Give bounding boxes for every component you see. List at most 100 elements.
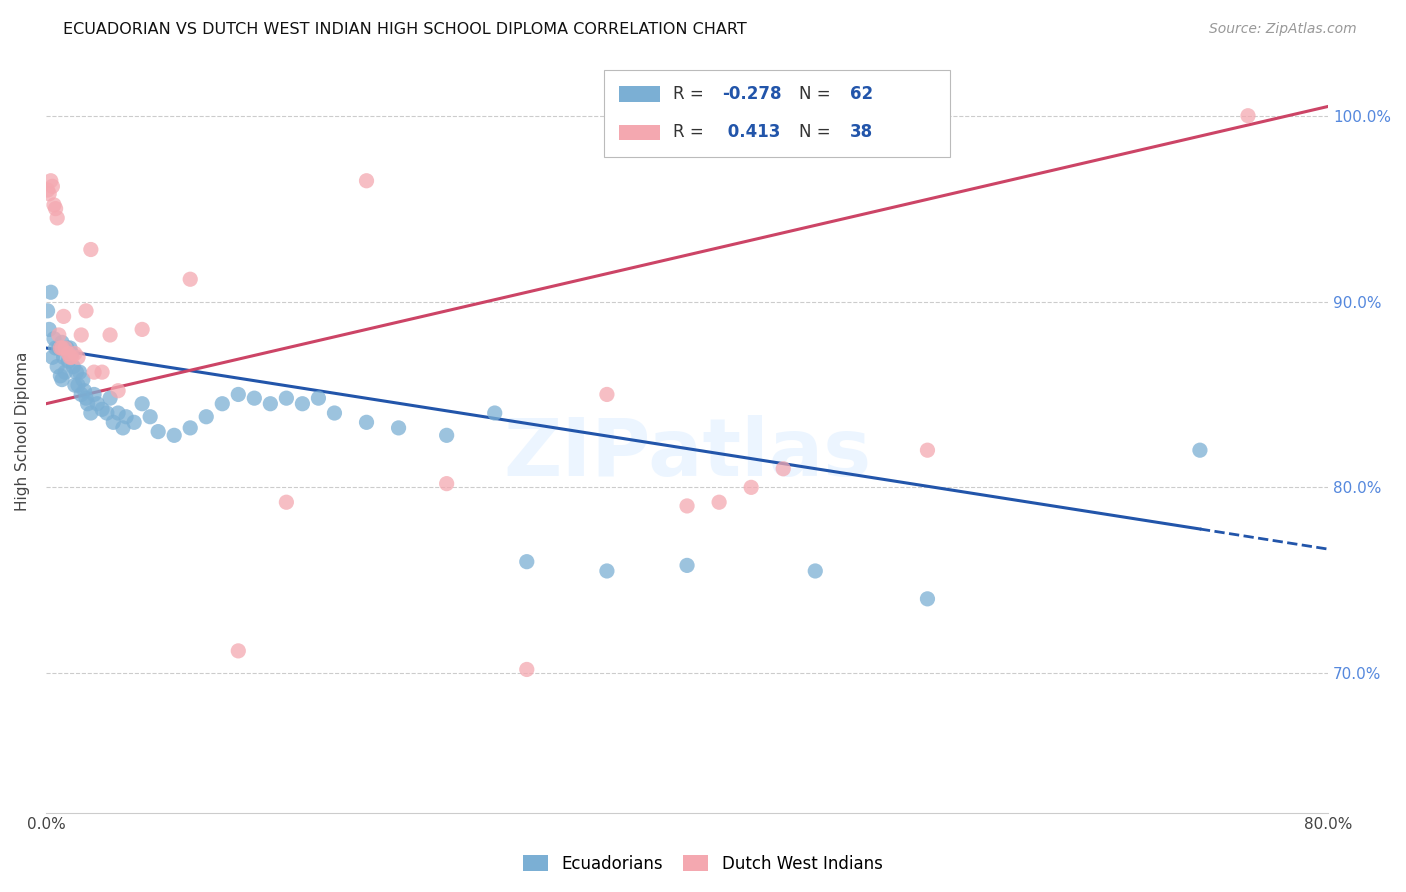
Point (52, 351, 75, 365)
Point (41, 351, 63, 365)
Point (72, 373, 94, 387)
FancyBboxPatch shape (619, 125, 661, 140)
Point (226, 387, 249, 401)
Point (163, 428, 186, 442)
Point (42, 332, 65, 346)
Point (60, 346, 83, 360)
Text: Source: ZipAtlas.com: Source: ZipAtlas.com (1209, 22, 1357, 37)
Point (39, 174, 62, 188)
Point (226, 644, 249, 658)
FancyBboxPatch shape (603, 70, 950, 157)
Point (53, 341, 76, 355)
Text: N =: N = (799, 123, 835, 141)
FancyBboxPatch shape (619, 87, 661, 102)
Point (195, 409, 218, 424)
Point (45, 341, 67, 355)
Point (37, 183, 59, 197)
Point (484, 406, 506, 420)
Point (41, 179, 63, 194)
Point (46, 359, 69, 374)
Point (91, 365, 114, 379)
Point (115, 409, 138, 424)
Point (1237, 109, 1260, 123)
Point (276, 495, 298, 509)
Point (48, 341, 70, 355)
Point (676, 558, 699, 573)
Point (243, 391, 266, 405)
Point (63, 378, 86, 392)
Text: 62: 62 (849, 85, 873, 103)
Text: ECUADORIAN VS DUTCH WEST INDIAN HIGH SCHOOL DIPLOMA CORRELATION CHART: ECUADORIAN VS DUTCH WEST INDIAN HIGH SCH… (63, 22, 747, 37)
Point (917, 591, 939, 606)
Point (58, 354, 80, 368)
Point (291, 397, 314, 411)
Point (356, 415, 378, 429)
Point (69, 365, 91, 379)
Point (707, 495, 730, 509)
Point (48, 328, 70, 343)
Point (179, 421, 201, 435)
Point (96, 406, 118, 420)
Point (307, 391, 329, 405)
Point (436, 428, 458, 442)
Point (139, 409, 162, 424)
Point (63, 346, 86, 360)
Point (52, 310, 75, 324)
Point (131, 322, 153, 336)
Point (51, 335, 73, 350)
Point (111, 421, 134, 435)
Point (51, 341, 73, 355)
Point (917, 443, 939, 458)
Text: R =: R = (673, 123, 709, 141)
Point (59, 341, 82, 355)
Point (49, 341, 72, 355)
Point (42, 198, 65, 212)
Point (39, 285, 62, 300)
Point (80, 243, 103, 257)
Point (75, 303, 97, 318)
Point (356, 174, 378, 188)
Point (60, 351, 83, 365)
Text: N =: N = (799, 85, 835, 103)
Point (86, 397, 108, 411)
Point (107, 406, 129, 420)
Text: 0.413: 0.413 (721, 123, 780, 141)
Point (516, 663, 538, 677)
Point (259, 397, 281, 411)
Point (91, 402, 114, 417)
Point (45, 202, 67, 216)
Point (58, 346, 80, 360)
Point (146, 425, 169, 439)
Point (56, 341, 79, 355)
Point (276, 391, 298, 405)
Point (676, 499, 699, 513)
Point (76, 397, 98, 411)
Point (38, 186, 60, 201)
Y-axis label: High School Diploma: High School Diploma (15, 352, 30, 511)
Text: ZIPatlas: ZIPatlas (503, 416, 872, 493)
Point (66, 378, 89, 392)
Point (75, 391, 97, 405)
Point (179, 272, 201, 286)
Point (1188, 443, 1211, 458)
Point (516, 555, 538, 569)
Legend: Ecuadorians, Dutch West Indians: Ecuadorians, Dutch West Indians (517, 848, 889, 880)
Point (103, 415, 125, 429)
Point (122, 415, 145, 429)
Text: -0.278: -0.278 (721, 85, 782, 103)
Text: 38: 38 (849, 123, 873, 141)
Point (70, 387, 93, 401)
Point (80, 406, 103, 420)
Point (107, 384, 129, 398)
Point (70, 328, 93, 343)
Point (740, 480, 762, 494)
Point (59, 351, 82, 365)
Point (65, 365, 87, 379)
Point (436, 476, 458, 491)
Point (211, 397, 233, 411)
Point (387, 421, 409, 435)
Point (53, 365, 76, 379)
Point (83, 365, 105, 379)
Point (131, 397, 153, 411)
Point (62, 359, 84, 374)
